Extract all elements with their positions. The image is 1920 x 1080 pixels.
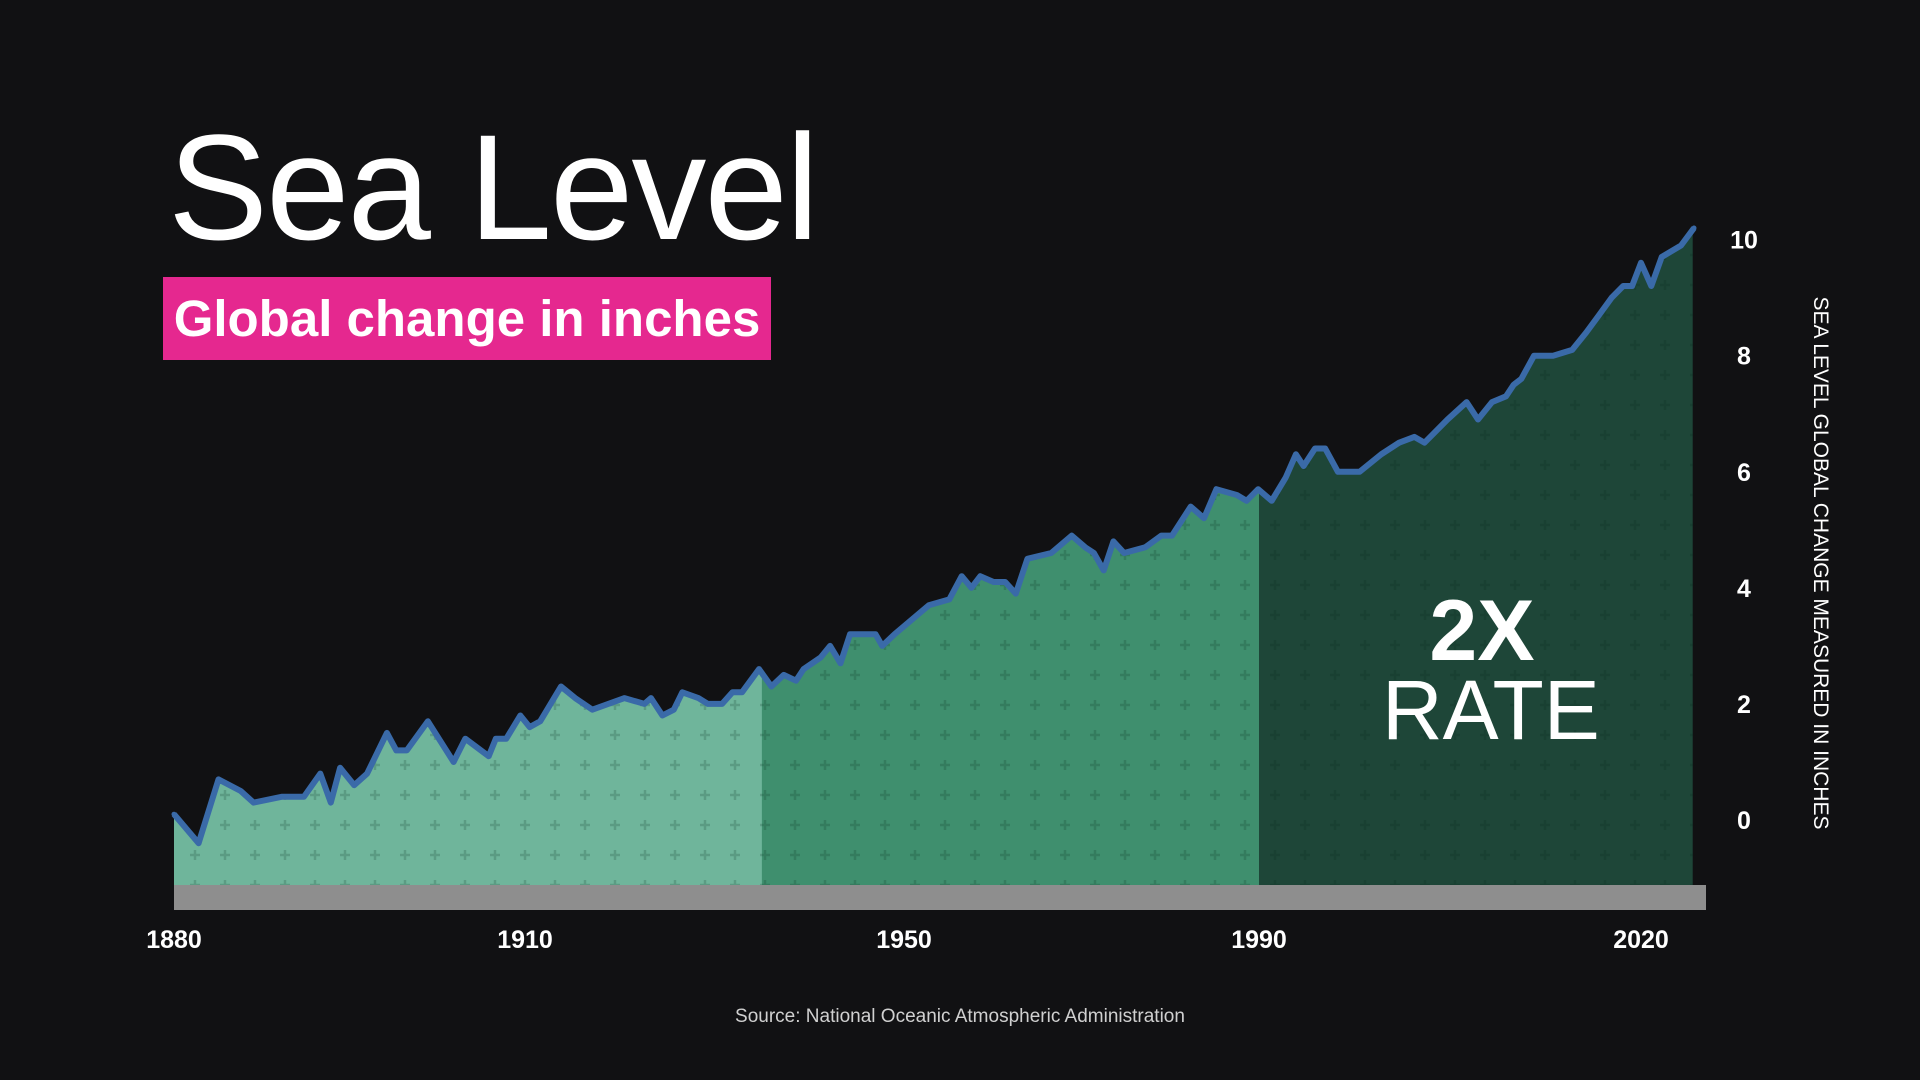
- y-tick-label: 2: [1737, 691, 1751, 719]
- annotation-rate: RATE: [1382, 663, 1600, 757]
- region-pattern: [174, 669, 763, 885]
- y-tick-label: 4: [1737, 575, 1751, 603]
- baseline-bar: [174, 885, 1706, 910]
- region-0: [174, 669, 763, 885]
- y-tick-label: 8: [1737, 343, 1751, 371]
- region-fills: [174, 229, 1693, 885]
- annotation-2x: 2X: [1429, 583, 1535, 679]
- y-tick-label: 10: [1730, 227, 1758, 255]
- y-axis: 0 2 4 6 8 10: [1730, 227, 1758, 835]
- x-tick-label: 1910: [497, 926, 553, 954]
- source-note: Source: National Oceanic Atmospheric Adm…: [735, 1006, 1185, 1027]
- x-tick-label: 2020: [1613, 926, 1669, 954]
- y-axis-title: SEA LEVEL GLOBAL CHANGE MEASURED IN INCH…: [1809, 296, 1832, 830]
- region-1: [761, 489, 1260, 885]
- x-tick-label: 1880: [146, 926, 202, 954]
- series-line: [171, 226, 1697, 847]
- x-axis: 1880 1910 1950 1990 2020: [146, 926, 1669, 954]
- region-pattern: [1259, 229, 1693, 885]
- x-tick-label: 1950: [876, 926, 932, 954]
- region-pattern: [761, 489, 1260, 885]
- y-tick-label: 0: [1737, 807, 1751, 835]
- chart-subtitle: Global change in inches: [163, 277, 771, 360]
- x-tick-label: 1990: [1231, 926, 1287, 954]
- y-tick-label: 6: [1737, 459, 1751, 487]
- region-2: [1259, 229, 1693, 885]
- chart-title: Sea Level: [168, 103, 819, 271]
